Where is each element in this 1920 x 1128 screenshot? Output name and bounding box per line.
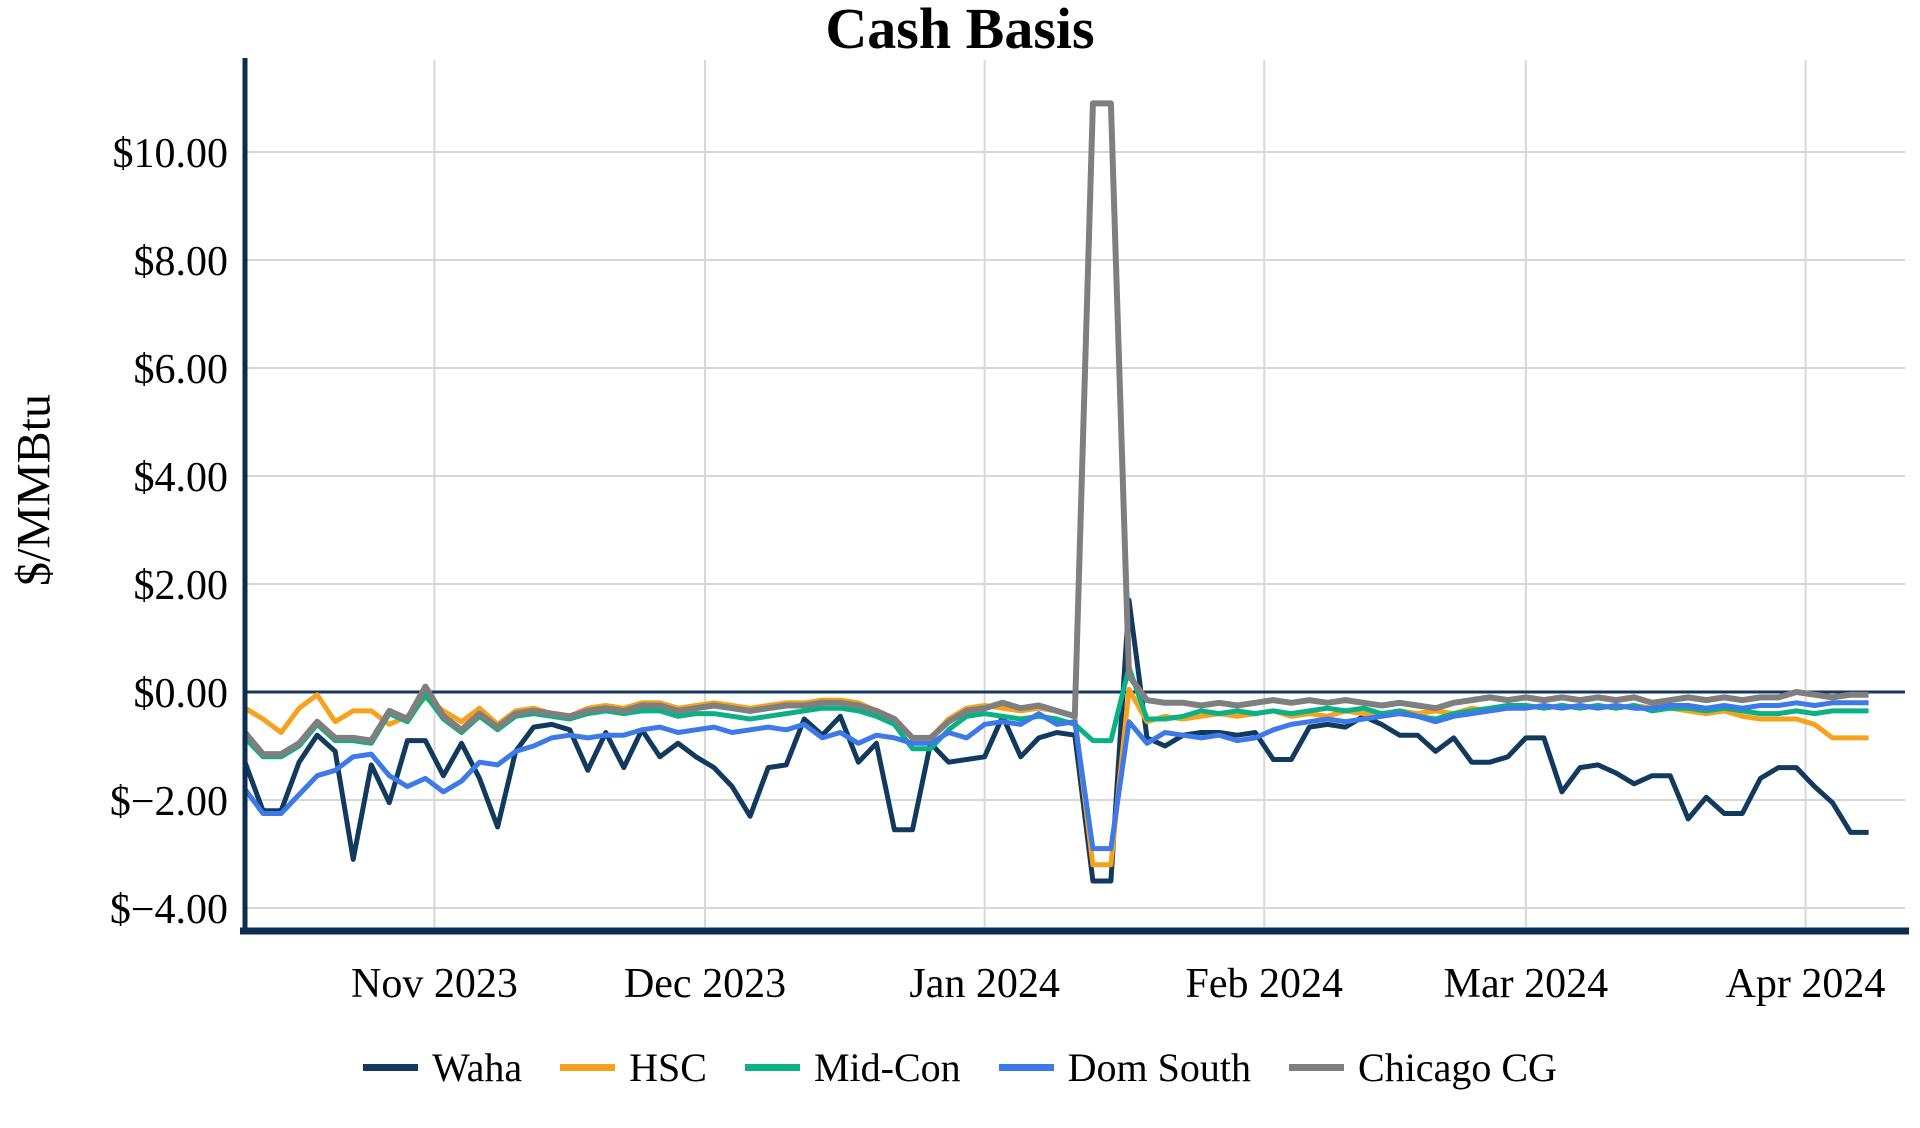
y-tick-label: $2.00 — [134, 563, 229, 609]
legend-label-chicago-cg: Chicago CG — [1358, 1045, 1557, 1090]
y-tick-label: $−4.00 — [110, 887, 228, 933]
legend-item-mid-con: Mid-Con — [744, 1044, 961, 1091]
legend-swatch-chicago-cg — [1289, 1064, 1345, 1071]
y-tick-label: $6.00 — [134, 347, 229, 393]
legend-swatch-dom-south — [998, 1064, 1054, 1071]
legend-item-waha: Waha — [363, 1044, 522, 1091]
y-tick-label: $10.00 — [113, 131, 229, 177]
y-tick-label: $−2.00 — [110, 779, 228, 825]
x-tick-label: Jan 2024 — [909, 961, 1060, 1007]
x-tick-label: Nov 2023 — [351, 961, 518, 1007]
x-tick-label: Dec 2023 — [624, 961, 786, 1007]
series-line-chicago-cg — [242, 100, 1869, 758]
series-line-dom-south — [242, 700, 1869, 852]
y-tick-label: $8.00 — [134, 239, 229, 285]
legend-item-dom-south: Dom South — [998, 1044, 1252, 1091]
y-tick-label: $4.00 — [134, 455, 229, 501]
series-line-waha — [242, 597, 1869, 884]
legend-label-waha: Waha — [432, 1045, 523, 1090]
legend: Waha HSC Mid-Con Dom South Chicago CG — [0, 1044, 1920, 1091]
x-tick-label: Mar 2024 — [1444, 961, 1608, 1007]
x-tick-label: Feb 2024 — [1186, 961, 1344, 1007]
legend-label-mid-con: Mid-Con — [813, 1045, 961, 1090]
legend-swatch-waha — [363, 1064, 419, 1071]
y-tick-label: $0.00 — [134, 671, 229, 717]
legend-swatch-hsc — [560, 1064, 616, 1071]
chart-title: Cash Basis — [825, 0, 1095, 61]
legend-label-hsc: HSC — [629, 1045, 707, 1090]
x-tick-label: Apr 2024 — [1726, 961, 1886, 1007]
legend-item-chicago-cg: Chicago CG — [1289, 1044, 1557, 1091]
legend-label-dom-south: Dom South — [1067, 1045, 1252, 1090]
legend-swatch-mid-con — [744, 1064, 800, 1071]
legend-item-hsc: HSC — [560, 1044, 707, 1091]
